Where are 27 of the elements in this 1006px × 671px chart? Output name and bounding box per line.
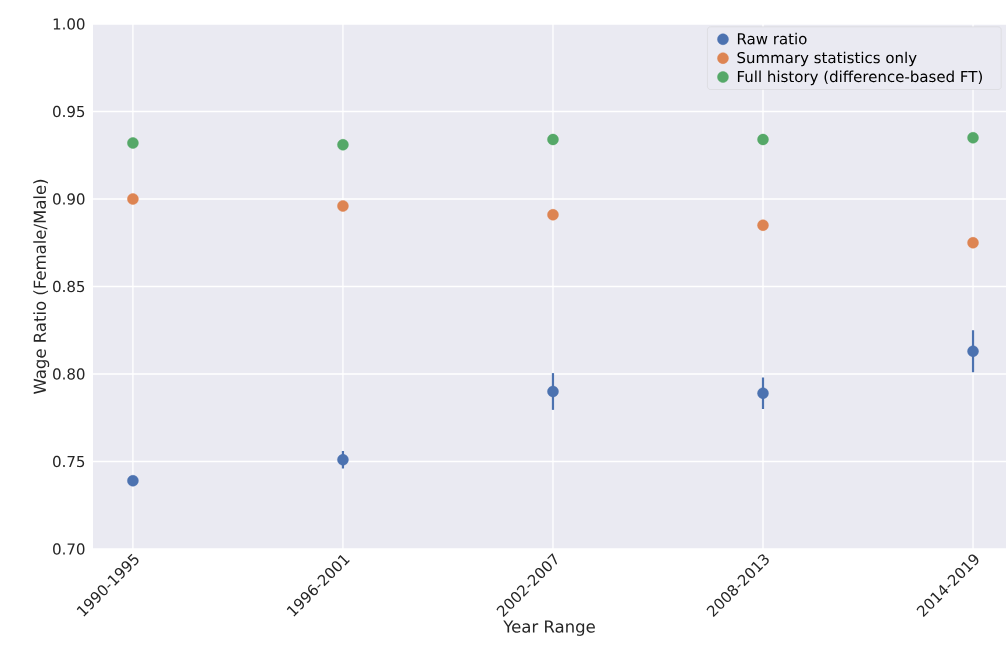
point bbox=[127, 193, 139, 205]
y-tick-label: 0.75 bbox=[53, 455, 85, 468]
point bbox=[547, 385, 559, 398]
point bbox=[547, 209, 559, 221]
point bbox=[337, 454, 349, 466]
point bbox=[127, 475, 139, 487]
y-tick-label: 1.00 bbox=[53, 18, 85, 30]
y-axis-title: Wage Ratio (Female/Male) bbox=[33, 179, 50, 394]
point bbox=[967, 132, 979, 144]
y-tick-label: 0.80 bbox=[53, 368, 85, 380]
point bbox=[547, 133, 559, 146]
point bbox=[337, 139, 349, 151]
legend-label: Summary statistics only bbox=[737, 51, 917, 67]
y-tick-label: 0.85 bbox=[53, 280, 85, 293]
point bbox=[757, 133, 769, 146]
point bbox=[127, 137, 139, 149]
point bbox=[967, 237, 979, 249]
y-tick-label: 0.90 bbox=[53, 193, 85, 205]
point bbox=[757, 219, 769, 231]
y-tick-label: 0.70 bbox=[53, 543, 85, 555]
point bbox=[337, 200, 349, 212]
legend-label: Full history (difference-based FT) bbox=[737, 70, 982, 86]
y-tick-label: 0.95 bbox=[53, 105, 85, 118]
point bbox=[757, 387, 769, 399]
legend-label: Raw ratio bbox=[737, 32, 807, 45]
x-axis-title: Year Range bbox=[503, 620, 595, 636]
point bbox=[967, 345, 979, 357]
